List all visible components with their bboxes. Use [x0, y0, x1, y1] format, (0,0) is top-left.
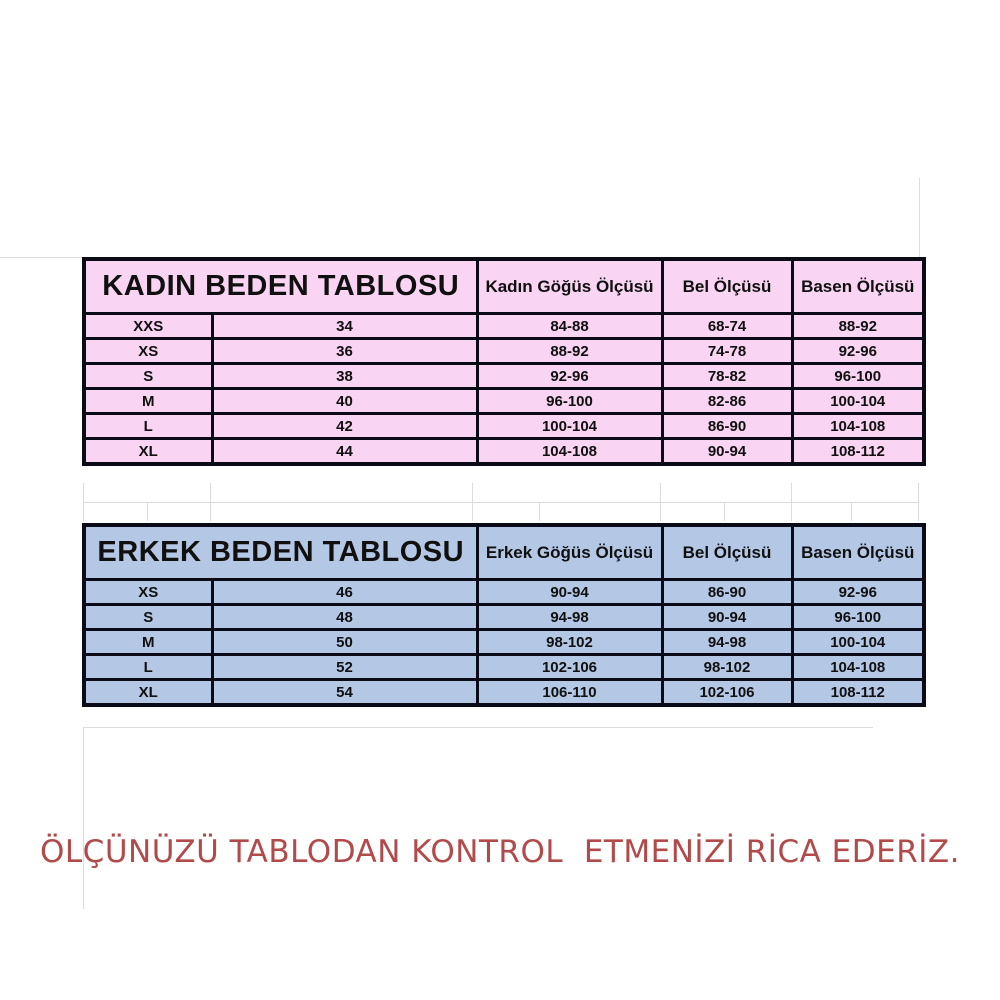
women-size-table: KADIN BEDEN TABLOSU Kadın Göğüs Ölçüsü B… — [82, 257, 926, 466]
size-cell: XL — [82, 678, 214, 707]
gridline — [210, 483, 211, 521]
basen-cell: 88-92 — [790, 312, 926, 340]
beden-cell: 54 — [210, 678, 479, 707]
size-cell: XXS — [82, 312, 214, 340]
basen-cell: 92-96 — [790, 578, 926, 606]
basen-cell: 96-100 — [790, 362, 926, 390]
women-table-title: KADIN BEDEN TABLOSU — [82, 257, 479, 315]
men-table-title: ERKEK BEDEN TABLOSU — [82, 523, 479, 581]
beden-cell: 44 — [210, 437, 479, 466]
size-cell: M — [82, 628, 214, 656]
table-row: S 38 92-96 78-82 96-100 — [82, 362, 926, 390]
size-cell: XL — [82, 437, 214, 466]
men-column-header-gogus: Erkek Göğüs Ölçüsü — [475, 523, 664, 581]
basen-cell: 92-96 — [790, 337, 926, 365]
basen-cell: 104-108 — [790, 653, 926, 681]
bel-cell: 68-74 — [660, 312, 794, 340]
gridline — [851, 502, 852, 521]
size-cell: M — [82, 387, 214, 415]
basen-cell: 100-104 — [790, 387, 926, 415]
gogus-cell: 96-100 — [475, 387, 664, 415]
women-column-header-basen: Basen Ölçüsü — [790, 257, 926, 315]
gridline — [539, 502, 540, 521]
gogus-cell: 94-98 — [475, 603, 664, 631]
basen-cell: 108-112 — [790, 437, 926, 466]
gridline — [83, 483, 84, 521]
bel-cell: 94-98 — [660, 628, 794, 656]
beden-cell: 34 — [210, 312, 479, 340]
gogus-cell: 98-102 — [475, 628, 664, 656]
basen-cell: 108-112 — [790, 678, 926, 707]
basen-cell: 96-100 — [790, 603, 926, 631]
size-cell: XS — [82, 578, 214, 606]
women-column-header-bel: Bel Ölçüsü — [660, 257, 794, 315]
gridline — [147, 502, 148, 521]
gridline — [83, 502, 919, 503]
table-row: XL 54 106-110 102-106 108-112 — [82, 678, 926, 707]
table-row: XL 44 104-108 90-94 108-112 — [82, 437, 926, 466]
size-cell: S — [82, 603, 214, 631]
table-row: XS 46 90-94 86-90 92-96 — [82, 578, 926, 606]
beden-cell: 40 — [210, 387, 479, 415]
beden-cell: 50 — [210, 628, 479, 656]
men-column-header-bel: Bel Ölçüsü — [660, 523, 794, 581]
table-row: L 42 100-104 86-90 104-108 — [82, 412, 926, 440]
men-column-header-basen: Basen Ölçüsü — [790, 523, 926, 581]
size-cell: XS — [82, 337, 214, 365]
bel-cell: 90-94 — [660, 437, 794, 466]
gogus-cell: 88-92 — [475, 337, 664, 365]
bel-cell: 74-78 — [660, 337, 794, 365]
gridline — [791, 483, 792, 521]
table-row: XXS 34 84-88 68-74 88-92 — [82, 312, 926, 340]
women-column-header-gogus: Kadın Göğüs Ölçüsü — [475, 257, 664, 315]
size-cell: L — [82, 653, 214, 681]
bel-cell: 86-90 — [660, 578, 794, 606]
measurement-notice-text: ÖLÇÜNÜZÜ TABLODAN KONTROL ETMENİZİ RİCA … — [40, 834, 960, 870]
table-row: L 52 102-106 98-102 104-108 — [82, 653, 926, 681]
men-header-row: ERKEK BEDEN TABLOSU Erkek Göğüs Ölçüsü B… — [82, 523, 926, 581]
gogus-cell: 104-108 — [475, 437, 664, 466]
table-row: XS 36 88-92 74-78 92-96 — [82, 337, 926, 365]
gridline — [83, 727, 873, 728]
gridline — [724, 502, 725, 521]
gridline — [472, 483, 473, 521]
table-row: S 48 94-98 90-94 96-100 — [82, 603, 926, 631]
beden-cell: 52 — [210, 653, 479, 681]
gogus-cell: 90-94 — [475, 578, 664, 606]
beden-cell: 42 — [210, 412, 479, 440]
gogus-cell: 92-96 — [475, 362, 664, 390]
gogus-cell: 106-110 — [475, 678, 664, 707]
gridline — [660, 483, 661, 521]
size-cell: S — [82, 362, 214, 390]
gridline — [918, 483, 919, 521]
size-cell: L — [82, 412, 214, 440]
bel-cell: 82-86 — [660, 387, 794, 415]
basen-cell: 100-104 — [790, 628, 926, 656]
bel-cell: 102-106 — [660, 678, 794, 707]
gridline — [919, 178, 920, 257]
gridline — [83, 727, 84, 909]
men-size-table: ERKEK BEDEN TABLOSU Erkek Göğüs Ölçüsü B… — [82, 523, 926, 707]
bel-cell: 78-82 — [660, 362, 794, 390]
gridline — [0, 257, 82, 258]
gogus-cell: 84-88 — [475, 312, 664, 340]
beden-cell: 46 — [210, 578, 479, 606]
gogus-cell: 102-106 — [475, 653, 664, 681]
basen-cell: 104-108 — [790, 412, 926, 440]
gogus-cell: 100-104 — [475, 412, 664, 440]
beden-cell: 36 — [210, 337, 479, 365]
women-header-row: KADIN BEDEN TABLOSU Kadın Göğüs Ölçüsü B… — [82, 257, 926, 315]
table-row: M 40 96-100 82-86 100-104 — [82, 387, 926, 415]
bel-cell: 90-94 — [660, 603, 794, 631]
beden-cell: 48 — [210, 603, 479, 631]
beden-cell: 38 — [210, 362, 479, 390]
table-row: M 50 98-102 94-98 100-104 — [82, 628, 926, 656]
bel-cell: 86-90 — [660, 412, 794, 440]
bel-cell: 98-102 — [660, 653, 794, 681]
